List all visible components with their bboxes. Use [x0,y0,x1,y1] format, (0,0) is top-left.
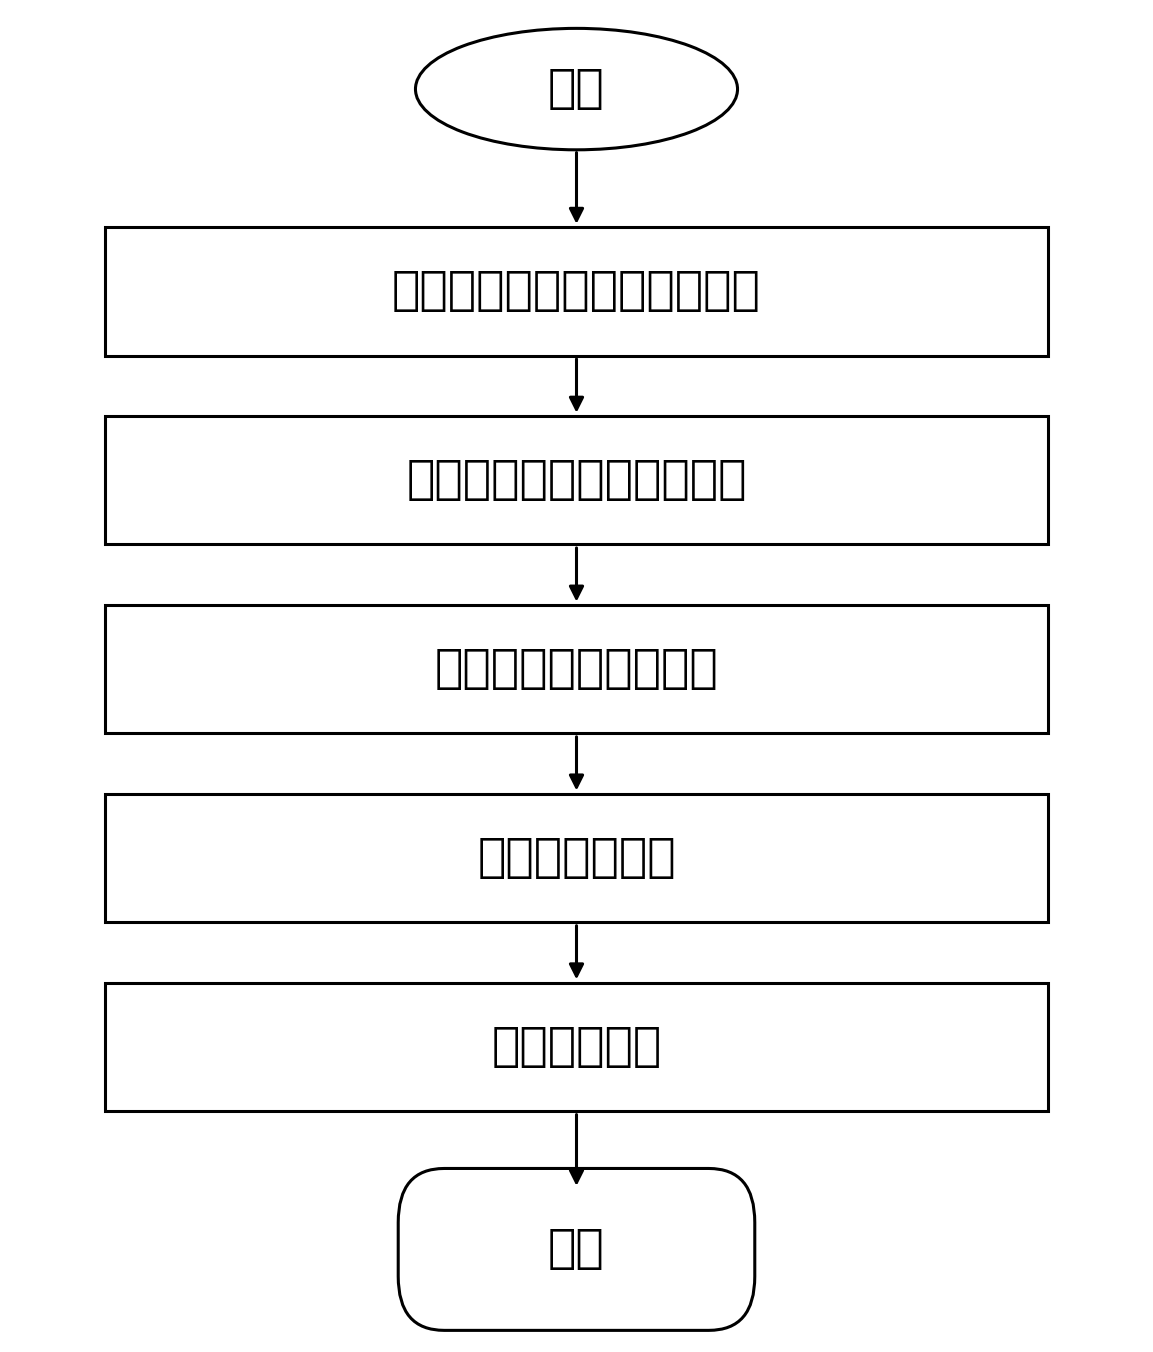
Text: 设计变参数章动阻尼器: 设计变参数章动阻尼器 [435,646,718,692]
Bar [105,227,1048,356]
Bar [105,794,1048,922]
Bar [105,606,1048,733]
Text: 结束: 结束 [548,1226,605,1272]
Text: 开始: 开始 [548,66,605,112]
Ellipse shape [415,28,738,150]
Text: 设计进动控制器: 设计进动控制器 [477,836,676,880]
FancyBboxPatch shape [398,1168,755,1330]
Bar [105,416,1048,545]
Text: 确定章动频率与转速的关系: 确定章动频率与转速的关系 [406,458,747,503]
Text: 辨识直轴和交轴控制对象特性: 辨识直轴和交轴控制对象特性 [392,269,761,314]
Text: 验证控制效果: 验证控制效果 [491,1025,662,1069]
Bar [105,983,1048,1111]
